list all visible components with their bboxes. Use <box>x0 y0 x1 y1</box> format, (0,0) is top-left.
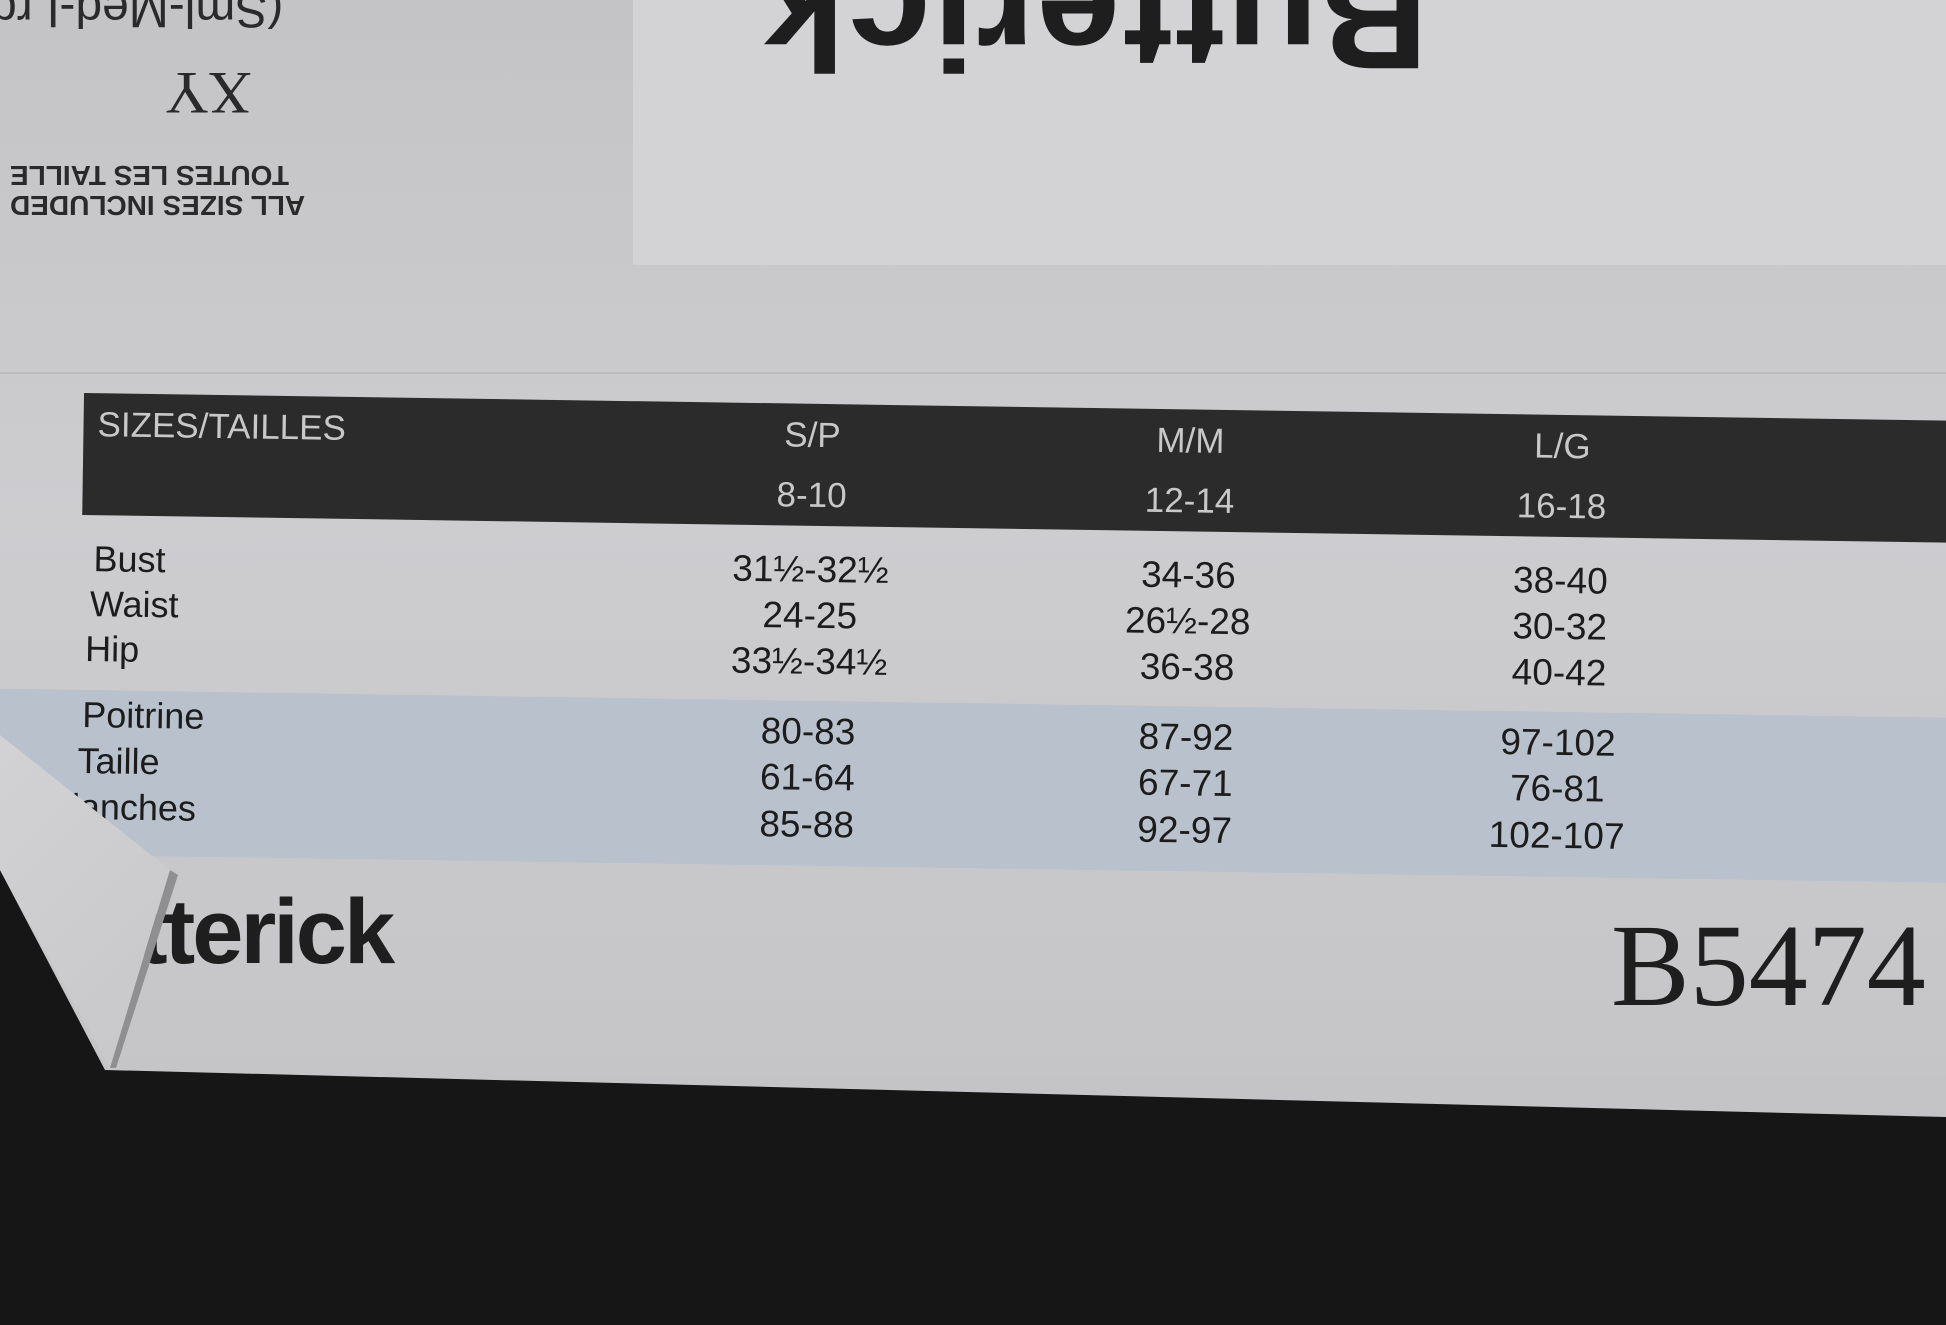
brand-logo: tterick <box>137 881 395 983</box>
cell-bust-mm: 34-36 <box>1140 553 1237 597</box>
cell-waist-lg: 30-32 <box>1512 605 1608 648</box>
cell-poitrine-mm: 87-92 <box>1138 715 1234 759</box>
column-range-sp: 8-10 <box>776 475 847 516</box>
column-size-sp: S/P <box>783 415 841 456</box>
header-label: SIZES/TAILLES <box>97 405 347 448</box>
envelope-photo-panel <box>633 0 1946 265</box>
cell-waist-sp: 24-25 <box>762 594 858 637</box>
cell-hanches-lg: 102-107 <box>1488 813 1625 857</box>
cell-poitrine-sp: 80-83 <box>760 710 856 753</box>
cell-hanches-mm: 92-97 <box>1137 808 1233 852</box>
row-label-bust: Bust <box>93 538 166 581</box>
cell-bust-sp: 31½-32½ <box>732 547 889 591</box>
column-range-mm: 12-14 <box>1144 480 1235 522</box>
row-label-hip: Hip <box>84 628 140 670</box>
size-chart-header <box>82 393 1946 544</box>
cell-hanches-sp: 85-88 <box>759 803 855 846</box>
row-label-poitrine: Poitrine <box>81 694 205 737</box>
cell-taille-lg: 76-81 <box>1509 767 1605 810</box>
cell-hip-sp: 33½-34½ <box>730 639 888 683</box>
paper-fold-crease <box>0 372 1946 374</box>
cell-taille-mm: 67-71 <box>1137 761 1233 805</box>
cell-hip-mm: 36-38 <box>1139 645 1235 689</box>
cell-bust-lg: 38-40 <box>1512 559 1609 602</box>
metric-band <box>0 688 1946 884</box>
column-size-mm: M/M <box>1156 420 1225 461</box>
column-size-lg: L/G <box>1533 426 1591 467</box>
row-label-waist: Waist <box>89 583 179 626</box>
cell-poitrine-lg: 97-102 <box>1500 721 1616 764</box>
row-label-taille: Taille <box>77 739 160 783</box>
pattern-number: B5474 <box>1611 900 1926 1031</box>
cell-hip-lg: 40-42 <box>1511 651 1607 694</box>
cell-taille-sp: 61-64 <box>759 756 856 799</box>
cell-waist-mm: 26½-28 <box>1124 599 1251 643</box>
column-range-lg: 16-18 <box>1516 486 1607 527</box>
